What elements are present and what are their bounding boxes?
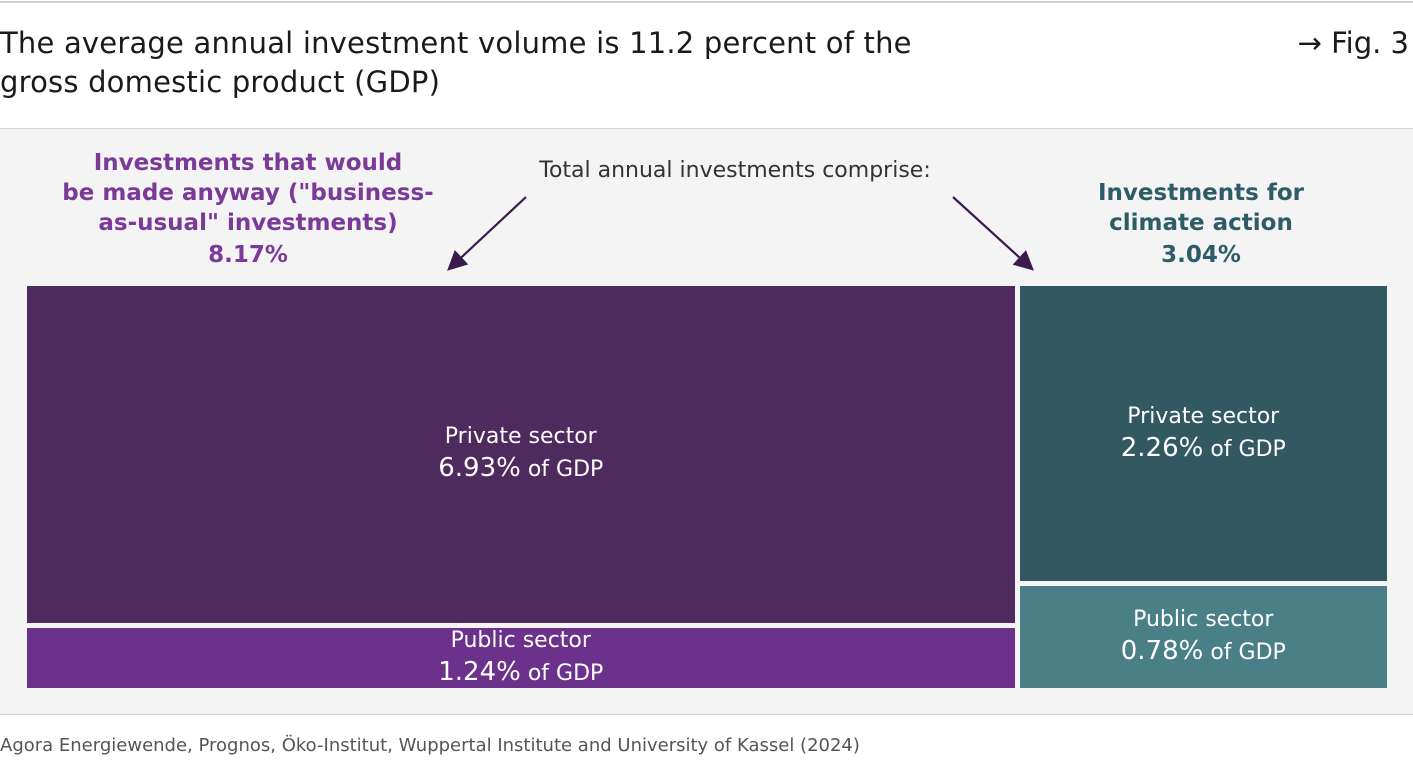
climate-public-sector-tile: Public sector 0.78% of GDP: [1019, 586, 1387, 688]
arrow-to-business-as-usual: [447, 196, 527, 271]
bau-private-sector-tile: Private sector 6.93% of GDP: [27, 286, 1015, 623]
tile-value-number: 2.26%: [1120, 432, 1204, 463]
group-label-climate-line-1: Investments for: [1098, 180, 1304, 206]
climate-private-sector-tile: Private sector 2.26% of GDP: [1019, 286, 1387, 582]
arrow-to-climate-action: [952, 196, 1034, 271]
source-note: Agora Energiewende, Prognos, Öko-Institu…: [0, 735, 860, 756]
tile-value-unit: of GDP: [1203, 436, 1286, 462]
tile-value: 2.26% of GDP: [1121, 432, 1286, 466]
group-label-bau-line-2: be made anyway ("business-: [62, 180, 434, 206]
group-total-climate: 3.04%: [1161, 242, 1241, 268]
tile-sector-name: Private sector: [444, 424, 597, 450]
group-label-bau-line-3: as-usual" investments): [98, 210, 398, 236]
tile-value-unit: of GDP: [520, 457, 604, 483]
tile-value: 1.24% of GDP: [438, 656, 603, 690]
tile-sector-name: Public sector: [450, 627, 591, 653]
tile-value-unit: of GDP: [1203, 640, 1286, 666]
chart-title-line-2: gross domestic product (GDP): [0, 65, 441, 99]
tile-sector-name: Private sector: [1127, 403, 1280, 429]
tile-value-number: 6.93%: [438, 453, 521, 484]
group-label-business-as-usual: Investments that would be made anyway ("…: [48, 148, 448, 270]
tile-value-number: 1.24%: [438, 656, 521, 687]
group-label-climate-line-2: climate action: [1109, 210, 1293, 236]
total-annotation: Total annual investments comprise:: [539, 158, 931, 183]
tile-value: 6.93% of GDP: [438, 452, 603, 486]
group-label-bau-line-1: Investments that would: [93, 150, 403, 176]
chart-title-line-1: The average annual investment volume is …: [0, 26, 912, 60]
chart-title: The average annual investment volume is …: [0, 24, 960, 102]
group-total-bau: 8.17%: [208, 242, 288, 268]
tile-value-number: 0.78%: [1120, 636, 1204, 667]
tile-value-unit: of GDP: [520, 660, 604, 686]
tile-value: 0.78% of GDP: [1121, 635, 1286, 669]
group-label-climate-action: Investments for climate action 3.04%: [1060, 178, 1342, 270]
figure-reference: → Fig. 3: [1297, 26, 1409, 60]
bau-public-sector-tile: Public sector 1.24% of GDP: [27, 627, 1015, 690]
top-rule: [0, 1, 1413, 3]
tile-sector-name: Public sector: [1133, 607, 1274, 633]
